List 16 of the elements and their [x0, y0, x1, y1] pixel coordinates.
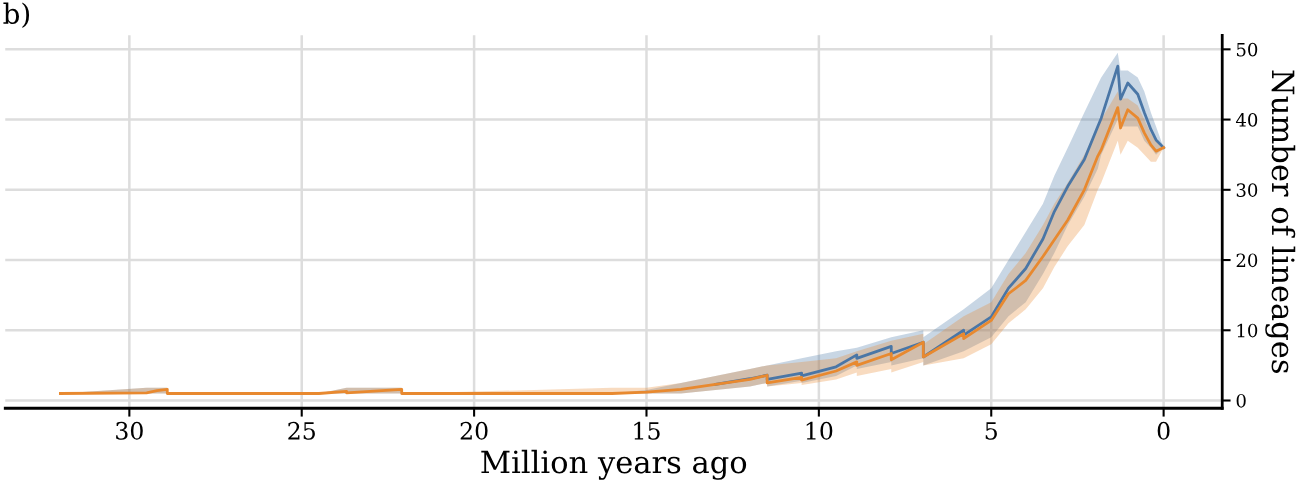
x-tick-label: 20 [460, 421, 488, 440]
y-tick-label: 30 [1236, 183, 1258, 197]
x-tick-label: 30 [116, 421, 143, 440]
x-tick-label: 10 [806, 421, 833, 440]
text: b) [3, 2, 30, 28]
x-tick-label: 25 [288, 421, 315, 440]
x-tick-label: 0 [1157, 421, 1170, 440]
x-axis-title: Million years ago [481, 449, 747, 480]
y-tick-label: 50 [1236, 42, 1258, 57]
y-tick-label: 20 [1236, 253, 1258, 268]
y-tick-label: 10 [1237, 323, 1258, 338]
x-tick-label: 15 [634, 421, 660, 440]
y-tick-label: 0 [1236, 393, 1246, 408]
y-tick-label: 40 [1235, 113, 1258, 127]
y-axis-title: Number of lineages [1265, 70, 1296, 373]
x-tick-label: 5 [985, 422, 997, 440]
